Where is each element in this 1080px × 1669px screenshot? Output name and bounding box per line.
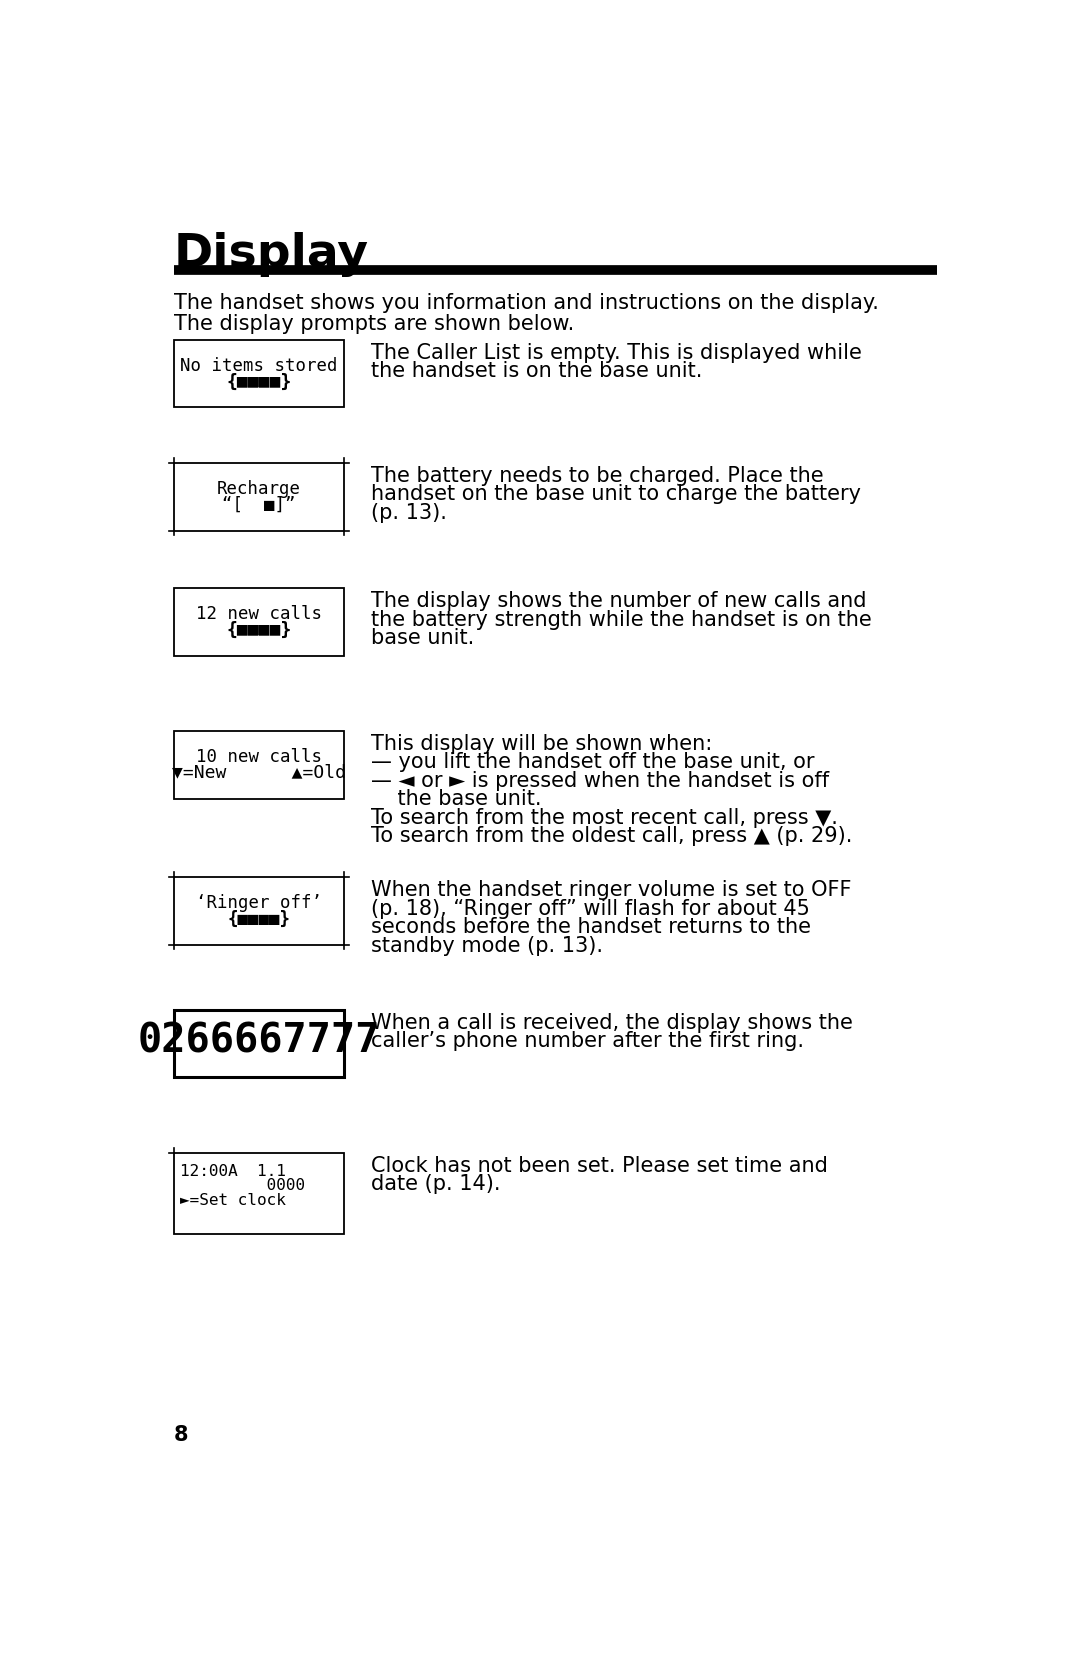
Text: the handset is on the base unit.: the handset is on the base unit. — [372, 361, 703, 381]
Text: 8: 8 — [174, 1425, 188, 1445]
Text: standby mode (p. 13).: standby mode (p. 13). — [372, 936, 604, 956]
Text: 12:00A  1.1: 12:00A 1.1 — [180, 1163, 286, 1178]
Text: To search from the oldest call, press ▲ (p. 29).: To search from the oldest call, press ▲ … — [372, 826, 853, 846]
Text: ►=Set clock: ►=Set clock — [180, 1193, 286, 1208]
Text: date (p. 14).: date (p. 14). — [372, 1175, 501, 1195]
Text: caller’s phone number after the first ring.: caller’s phone number after the first ri… — [372, 1031, 805, 1051]
Text: Display: Display — [174, 232, 368, 277]
Text: The Caller List is empty. This is displayed while: The Caller List is empty. This is displa… — [372, 342, 862, 362]
Bar — [174, 340, 345, 407]
Bar — [174, 589, 345, 656]
Text: Recharge: Recharge — [217, 479, 301, 497]
Text: When the handset ringer volume is set to OFF: When the handset ringer volume is set to… — [372, 880, 852, 900]
Text: When a call is received, the display shows the: When a call is received, the display sho… — [372, 1013, 853, 1033]
Text: base unit.: base unit. — [372, 629, 474, 648]
Text: — ◄ or ► is pressed when the handset is off: — ◄ or ► is pressed when the handset is … — [372, 771, 829, 791]
Text: ‘Ringer off’: ‘Ringer off’ — [195, 895, 322, 911]
Bar — [174, 731, 345, 798]
Text: handset on the base unit to charge the battery: handset on the base unit to charge the b… — [372, 484, 862, 504]
Text: To search from the most recent call, press ▼.: To search from the most recent call, pre… — [372, 808, 838, 828]
Text: {■■■■}: {■■■■} — [228, 910, 291, 928]
Text: No items stored: No items stored — [180, 357, 338, 374]
Text: The handset shows you information and instructions on the display.: The handset shows you information and in… — [174, 294, 879, 314]
Text: This display will be shown when:: This display will be shown when: — [372, 734, 713, 754]
Text: {■■■■}: {■■■■} — [227, 621, 292, 639]
Text: The battery needs to be charged. Place the: The battery needs to be charged. Place t… — [372, 466, 824, 486]
Text: Clock has not been set. Please set time and: Clock has not been set. Please set time … — [372, 1157, 828, 1177]
Text: (p. 18), “Ringer off” will flash for about 45: (p. 18), “Ringer off” will flash for abo… — [372, 898, 810, 918]
Bar — [174, 1010, 345, 1077]
Text: seconds before the handset returns to the: seconds before the handset returns to th… — [372, 918, 811, 938]
Text: 12 new calls: 12 new calls — [195, 606, 322, 623]
Text: 10 new calls: 10 new calls — [195, 748, 322, 766]
Text: the battery strength while the handset is on the: the battery strength while the handset i… — [372, 609, 873, 629]
Text: 0266667777: 0266667777 — [138, 1021, 380, 1060]
Bar — [174, 462, 345, 531]
Text: ▼=New      ▲=Old: ▼=New ▲=Old — [172, 764, 346, 781]
Text: The display shows the number of new calls and: The display shows the number of new call… — [372, 591, 867, 611]
Text: — you lift the handset off the base unit, or: — you lift the handset off the base unit… — [372, 753, 815, 773]
Text: (p. 13).: (p. 13). — [372, 502, 447, 522]
Bar — [174, 1153, 345, 1233]
Text: {■■■■}: {■■■■} — [227, 372, 292, 391]
Text: 0000: 0000 — [180, 1178, 305, 1193]
Text: the base unit.: the base unit. — [372, 789, 542, 809]
Bar — [174, 878, 345, 945]
Text: The display prompts are shown below.: The display prompts are shown below. — [174, 314, 573, 334]
Text: “[  ■]”: “[ ■]” — [222, 496, 296, 514]
